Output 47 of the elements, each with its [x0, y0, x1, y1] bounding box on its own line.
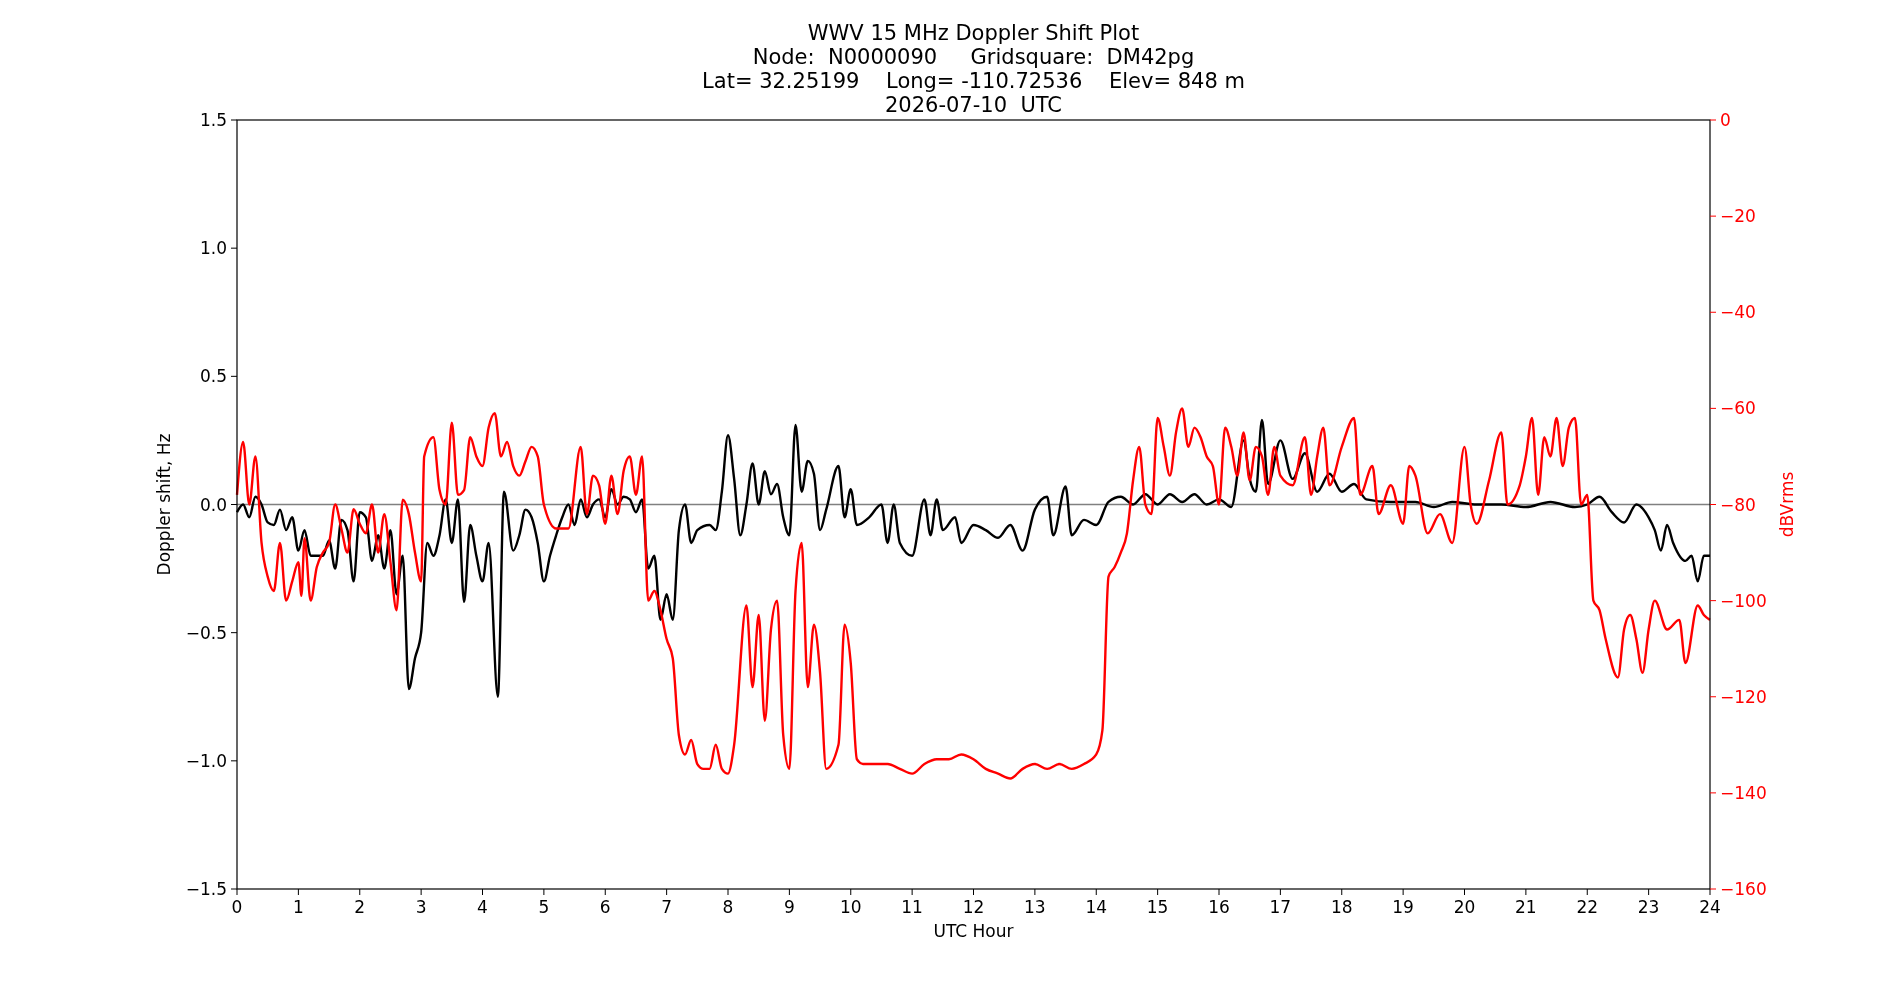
x-tick-label: 4	[477, 897, 488, 917]
x-tick-label: 7	[661, 897, 673, 917]
x-tick-label: 20	[1453, 897, 1476, 917]
x-axis-title: UTC Hour	[933, 921, 1014, 941]
y2-tick-label: −140	[1720, 782, 1767, 803]
x-tick-label: 5	[538, 897, 550, 917]
chart-title: WWV 15 MHz Doppler Shift Plot	[807, 21, 1140, 45]
y2-tick-label: −100	[1720, 590, 1767, 611]
x-tick-label: 23	[1637, 897, 1660, 917]
y2-tick-label: 0	[1720, 110, 1731, 130]
x-tick-label: 14	[1085, 897, 1108, 917]
x-tick-label: 9	[783, 897, 795, 917]
y2-tick-label: −20	[1720, 206, 1756, 227]
x-tick-label: 1	[292, 897, 304, 917]
x-tick-label: 15	[1146, 897, 1169, 917]
y-tick-label: 1.5	[199, 110, 227, 130]
y2-tick-label: −40	[1720, 302, 1756, 323]
x-tick-label: 2	[354, 897, 366, 917]
x-tick-label: 13	[1024, 897, 1046, 917]
y-tick-label: 0.5	[199, 366, 227, 387]
x-tick-label: 3	[415, 897, 427, 917]
x-tick-label: 24	[1699, 897, 1721, 917]
x-tick-label: 8	[722, 897, 734, 917]
x-tick-label: 21	[1515, 897, 1537, 917]
x-tick-label: 19	[1392, 897, 1414, 917]
x-tick-label: 12	[962, 897, 985, 917]
line-series	[235, 407, 1712, 780]
y2-tick-label: −120	[1720, 686, 1767, 707]
y2-axis-title: dBVrms	[1777, 471, 1797, 538]
y-tick-label: −1.0	[185, 750, 227, 771]
y2-tick-label: −160	[1720, 879, 1767, 899]
x-tick-label: 18	[1330, 897, 1353, 917]
y-tick-label: 1.0	[199, 238, 227, 259]
x-tick-label: 22	[1576, 897, 1599, 917]
x-tick-label: 16	[1208, 897, 1230, 917]
y-tick-label: 0.0	[199, 494, 227, 515]
y2-tick-label: −60	[1720, 398, 1756, 419]
y2-tick-label: −80	[1720, 494, 1756, 515]
x-tick-label: 17	[1269, 897, 1292, 917]
y-tick-label: −1.5	[185, 879, 227, 899]
x-tick-label: 11	[901, 897, 923, 917]
y-tick-label: −0.5	[185, 622, 227, 643]
x-tick-label: 6	[599, 897, 611, 917]
y-axis-title: Doppler shift, Hz	[154, 433, 174, 576]
chart-subtitle: Node: N0000090 Gridsquare: DM42pg Lat= 32.25199 Long= -110.72536 Elev= 848 m 2026-07-10 UTC	[702, 45, 1245, 117]
x-tick-label: 0	[231, 897, 243, 917]
x-tick-label: 10	[839, 897, 862, 917]
